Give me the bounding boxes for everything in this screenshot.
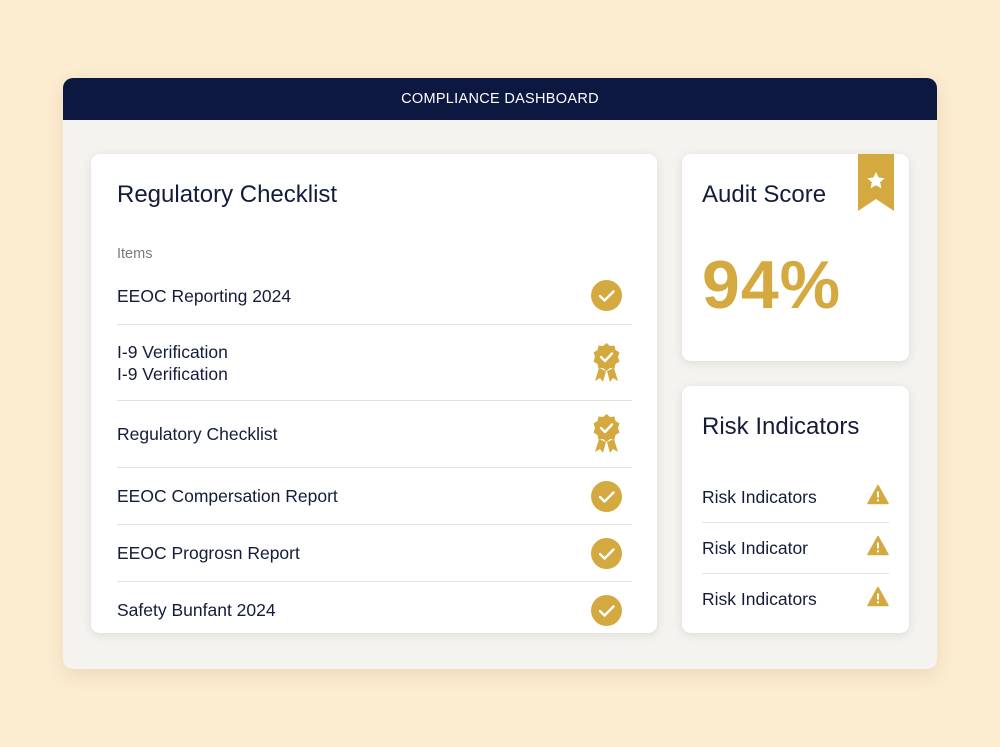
- audit-score-card: Audit Score 94%: [682, 154, 909, 361]
- items-label: Items: [117, 246, 153, 262]
- checklist-item-line: EEOC Reporting 2024: [117, 285, 292, 306]
- risk-title: Risk Indicators: [702, 413, 860, 440]
- checklist-row[interactable]: EEOC Progrosn Report: [117, 525, 632, 582]
- check-circle-icon: [591, 475, 622, 517]
- checklist-item-label: I-9 Verification I-9 Verification: [117, 341, 228, 385]
- risk-row[interactable]: Risk Indicators: [702, 472, 889, 523]
- audit-title: Audit Score: [702, 181, 827, 208]
- checklist-row[interactable]: I-9 Verification I-9 Verification: [117, 325, 632, 401]
- audit-score-value: 94%: [702, 247, 842, 323]
- risk-list: Risk Indicators Risk Indicator Risk Indi…: [702, 472, 889, 624]
- risk-item-label: Risk Indicators: [702, 487, 817, 507]
- check-circle-icon: [591, 532, 622, 574]
- checklist-title: Regulatory Checklist: [117, 181, 338, 208]
- star-ribbon-icon: [858, 154, 894, 216]
- checklist-items: EEOC Reporting 2024 I-9 Verification I-9…: [117, 267, 632, 638]
- checklist-item-label: EEOC Reporting 2024: [117, 285, 291, 307]
- warning-icon: [867, 586, 889, 612]
- checklist-item-line: EEOC Progrosn Report: [117, 543, 300, 563]
- checklist-item-label: Safety Bunfant 2024: [117, 599, 276, 621]
- checklist-item-line: Regulatory Checklist: [117, 424, 278, 444]
- checklist-item-label: Regulatory Checklist: [117, 423, 277, 445]
- checklist-row[interactable]: EEOC Compersation Report: [117, 468, 632, 525]
- warning-icon: [867, 535, 889, 561]
- risk-item-label: Risk Indicator: [702, 538, 809, 558]
- checklist-item-line: Safety Bunfant 2024: [117, 600, 276, 620]
- risk-row[interactable]: Risk Indicator: [702, 523, 889, 574]
- risk-item-label: Risk Indicators: [702, 589, 817, 609]
- checklist-item-line: I-9 Verification: [117, 363, 228, 384]
- risk-indicators-card: Risk Indicators Risk Indicators Risk Ind…: [682, 386, 909, 633]
- check-circle-icon: [591, 589, 622, 631]
- checklist-row[interactable]: EEOC Reporting 2024: [117, 267, 632, 325]
- regulatory-checklist-card: Regulatory Checklist Items EEOC Reportin…: [91, 154, 657, 633]
- warning-icon: [867, 484, 889, 510]
- checklist-item-line: EEOC Compersation Report: [117, 486, 338, 506]
- window-title: COMPLIANCE DASHBOARD: [63, 78, 937, 120]
- dashboard-window: COMPLIANCE DASHBOARD Regulatory Checklis…: [63, 78, 937, 669]
- check-circle-icon: [591, 275, 622, 317]
- risk-row[interactable]: Risk Indicators: [702, 574, 889, 624]
- award-badge-icon: [591, 342, 622, 384]
- checklist-item-line: I-9 Verification: [117, 341, 228, 362]
- checklist-row[interactable]: Safety Bunfant 2024: [117, 582, 632, 638]
- checklist-item-label: EEOC Progrosn Report: [117, 542, 300, 564]
- award-badge-icon: [591, 413, 622, 455]
- checklist-item-label: EEOC Compersation Report: [117, 485, 338, 507]
- checklist-row[interactable]: Regulatory Checklist: [117, 401, 632, 468]
